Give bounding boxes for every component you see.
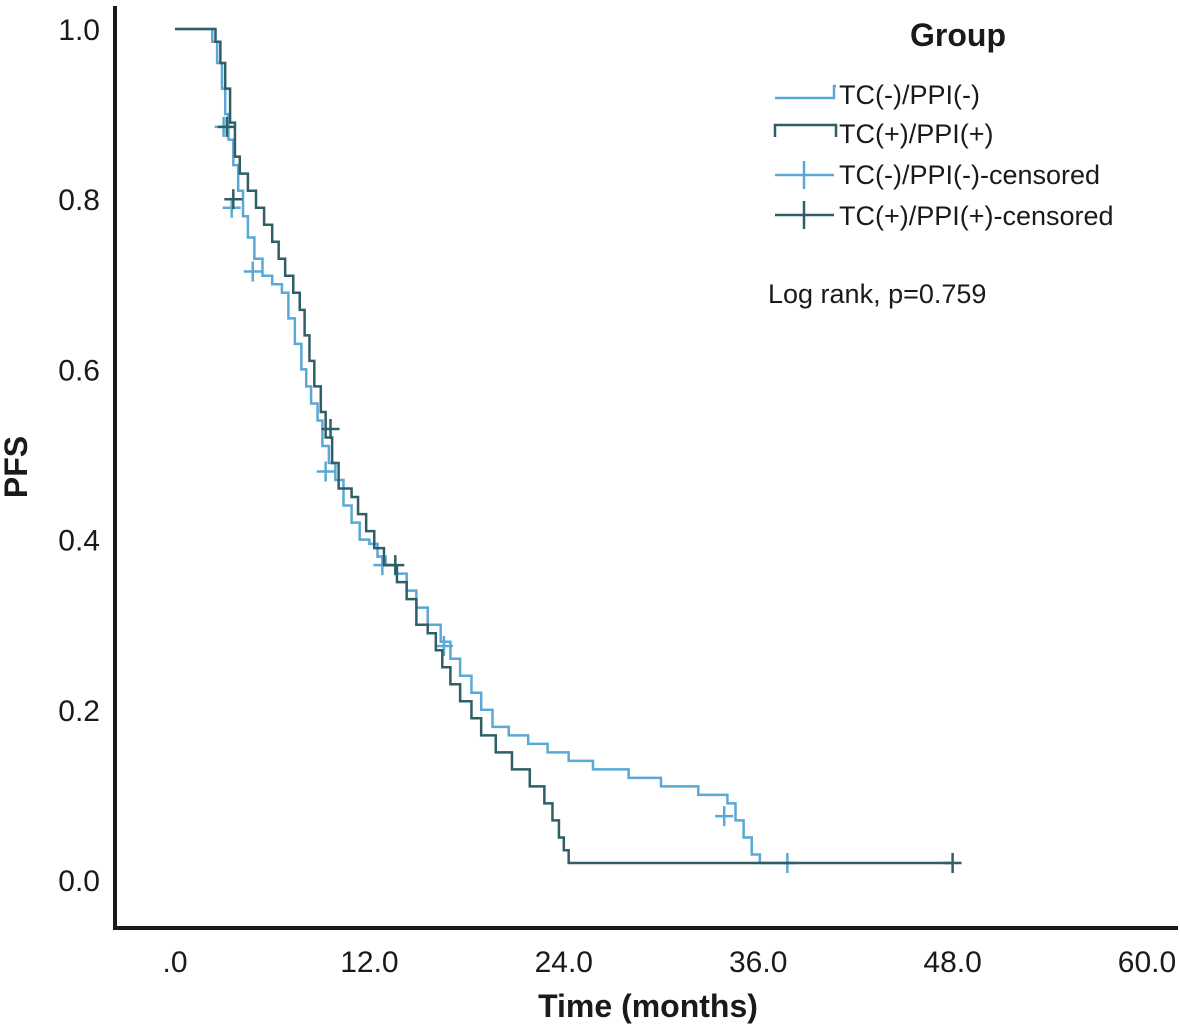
y-tick-label: 0.0 <box>58 865 100 898</box>
legend-label-series-1-censored: TC(+)/PPI(+)-censored <box>839 201 1114 231</box>
y-tick-label: 0.2 <box>58 695 100 728</box>
legend-label-series-0: TC(-)/PPI(-) <box>839 80 980 110</box>
series-line-1 <box>175 27 953 865</box>
x-tick-label: 24.0 <box>535 946 593 979</box>
y-tick-label: 0.8 <box>58 184 100 217</box>
x-tick-label: .0 <box>162 946 187 979</box>
legend-title: Group <box>910 17 1006 53</box>
legend-label-series-1: TC(+)/PPI(+) <box>839 119 994 149</box>
legend-swatch-series-1-line <box>773 123 838 137</box>
legend-label-series-0-censored: TC(-)/PPI(-)-censored <box>839 160 1100 190</box>
x-tick-label: 60.0 <box>1118 946 1176 979</box>
x-axis-title: Time (months) <box>538 988 758 1024</box>
x-tick-label: 48.0 <box>923 946 981 979</box>
x-tick-label: 36.0 <box>729 946 787 979</box>
y-tick-label: 0.6 <box>58 354 100 387</box>
y-tick-labels: 0.0 0.2 0.4 0.6 0.8 1.0 <box>58 14 100 898</box>
x-tick-label: 12.0 <box>340 946 398 979</box>
log-rank-annotation: Log rank, p=0.759 <box>768 279 986 309</box>
y-axis-title: PFS <box>0 436 34 498</box>
legend: Group TC(-)/PPI(-) TC(+)/PPI(+) TC(-)/PP… <box>773 17 1114 231</box>
legend-swatch-series-0-line <box>775 84 836 100</box>
y-tick-label: 1.0 <box>58 14 100 47</box>
x-tick-labels: .0 12.0 24.0 36.0 48.0 60.0 <box>162 946 1176 979</box>
series-line-0 <box>175 27 791 865</box>
series-layer <box>175 27 962 873</box>
y-tick-label: 0.4 <box>58 525 100 558</box>
